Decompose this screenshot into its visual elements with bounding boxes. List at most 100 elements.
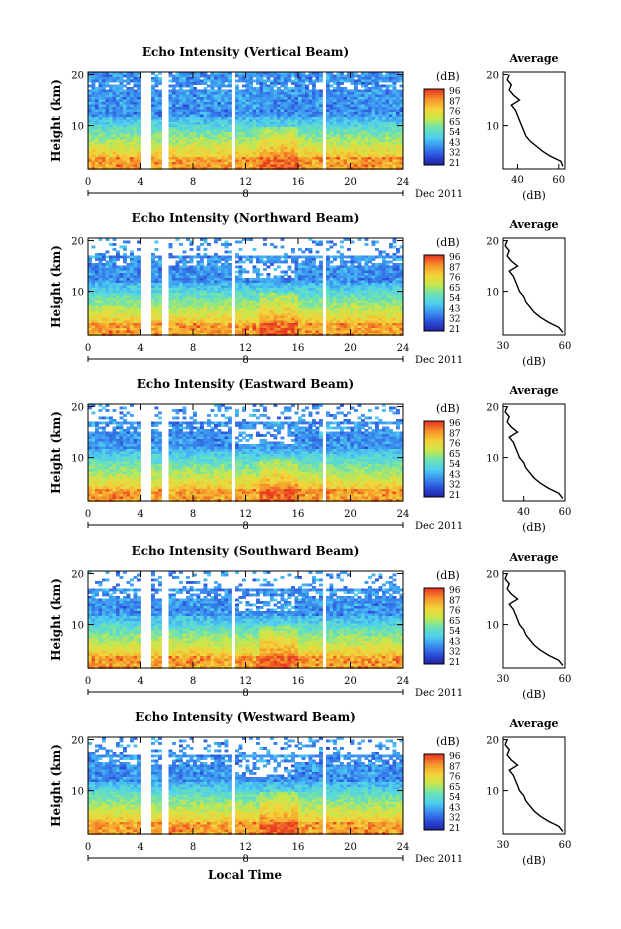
- heatmap-cell: [98, 275, 103, 279]
- heatmap-cell: [326, 82, 330, 85]
- heatmap-cell: [224, 77, 229, 80]
- heatmap-cell: [158, 298, 162, 301]
- heatmap-cell: [130, 159, 134, 163]
- heatmap-cell: [102, 258, 106, 261]
- heatmap-cell: [399, 137, 404, 140]
- heatmap-cell: [392, 82, 397, 85]
- heatmap-cell: [137, 318, 141, 321]
- heatmap-cell: [137, 280, 141, 284]
- heatmap-cell: [228, 132, 232, 135]
- heatmap-cell: [175, 119, 180, 123]
- heatmap-cell: [256, 298, 260, 301]
- heatmap-cell: [137, 248, 141, 251]
- heatmap-cell: [312, 134, 316, 138]
- heatmap-cell: [277, 74, 281, 78]
- heatmap-cell: [200, 79, 204, 83]
- heatmap-cell: [123, 305, 127, 309]
- heatmap-cell: [193, 82, 197, 85]
- heatmap-cell: [235, 305, 239, 309]
- heatmap-cell: [294, 84, 299, 88]
- heatmap-cell: [284, 288, 288, 291]
- heatmap-cell: [256, 149, 260, 153]
- heatmap-cell: [385, 77, 390, 80]
- heatmap-cell: [235, 84, 239, 88]
- heatmap-cell: [319, 79, 323, 83]
- heatmap-cell: [217, 318, 222, 321]
- heatmap-cell: [301, 87, 306, 90]
- heatmap-cell: [119, 308, 124, 311]
- heatmap-cell: [252, 152, 257, 155]
- heatmap-cell: [270, 298, 274, 301]
- heatmap-cell: [119, 245, 124, 249]
- heatmap-cell: [154, 164, 159, 168]
- heatmap-cell: [280, 134, 285, 138]
- heatmap-cell: [105, 167, 110, 170]
- heatmap-cell: [116, 305, 120, 309]
- heatmap-cell: [238, 134, 243, 138]
- heatmap-cell: [245, 152, 250, 155]
- heatmap-cell: [343, 122, 348, 125]
- heatmap-cell: [266, 94, 271, 98]
- heatmap-cell: [319, 144, 323, 148]
- heatmap-cell: [116, 129, 120, 133]
- heatmap-cell: [294, 164, 299, 168]
- heatmap-cell: [217, 303, 222, 306]
- heatmap-cell: [88, 97, 92, 100]
- heatmap-cell: [133, 147, 138, 150]
- heatmap-cell: [116, 167, 120, 170]
- heatmap-cell: [130, 273, 134, 276]
- heatmap-cell: [357, 164, 362, 168]
- heatmap-cell: [214, 122, 218, 125]
- heatmap-cell: [119, 152, 124, 155]
- heatmap-cell: [102, 300, 106, 304]
- heatmap-cell: [242, 74, 246, 78]
- heatmap-cell: [91, 273, 96, 276]
- heatmap-cell: [291, 109, 295, 113]
- heatmap-cell: [214, 89, 218, 93]
- heatmap-cell: [95, 89, 99, 93]
- heatmap-cell: [186, 127, 190, 130]
- heatmap-cell: [361, 117, 365, 120]
- heatmap-cell: [214, 84, 218, 88]
- heatmap-cell: [137, 305, 141, 309]
- heatmap-cell: [200, 147, 204, 150]
- heatmap-cell: [389, 79, 393, 83]
- heatmap-cell: [340, 149, 344, 153]
- heatmap-cell: [284, 325, 288, 329]
- heatmap-cell: [266, 137, 271, 140]
- heatmap-cell: [203, 298, 208, 301]
- heatmap-cell: [133, 288, 138, 291]
- heatmap-cell: [294, 258, 299, 261]
- heatmap-cell: [235, 94, 239, 98]
- heatmap-cell: [340, 152, 344, 155]
- heatmap-cell: [137, 288, 141, 291]
- heatmap-cell: [214, 129, 218, 133]
- heatmap-cell: [158, 283, 162, 286]
- heatmap-cell: [186, 152, 190, 155]
- heatmap-cell: [252, 97, 257, 100]
- heatmap-cell: [399, 107, 404, 110]
- heatmap-cell: [333, 92, 337, 95]
- heatmap-cell: [284, 129, 288, 133]
- heatmap-cell: [368, 99, 372, 103]
- heatmap-cell: [207, 102, 211, 105]
- heatmap-cell: [112, 144, 117, 148]
- heatmap-cell: [375, 162, 379, 165]
- heatmap-cell: [252, 270, 257, 274]
- heatmap-cell: [294, 300, 299, 304]
- heatmap-cell: [95, 107, 99, 110]
- heatmap-cell: [95, 323, 99, 326]
- heatmap-cell: [228, 72, 232, 75]
- heatmap-cell: [315, 152, 320, 155]
- heatmap-cell: [221, 295, 225, 299]
- heatmap-cell: [301, 72, 306, 75]
- heatmap-cell: [245, 74, 250, 78]
- heatmap-cell: [329, 162, 334, 165]
- heatmap-cell: [350, 162, 355, 165]
- heatmap-cell: [315, 107, 320, 110]
- heatmap-cell: [119, 278, 124, 281]
- heatmap-cell: [256, 260, 260, 264]
- heatmap-cell: [95, 273, 99, 276]
- heatmap-cell: [95, 159, 99, 163]
- heatmap-cell: [284, 310, 288, 314]
